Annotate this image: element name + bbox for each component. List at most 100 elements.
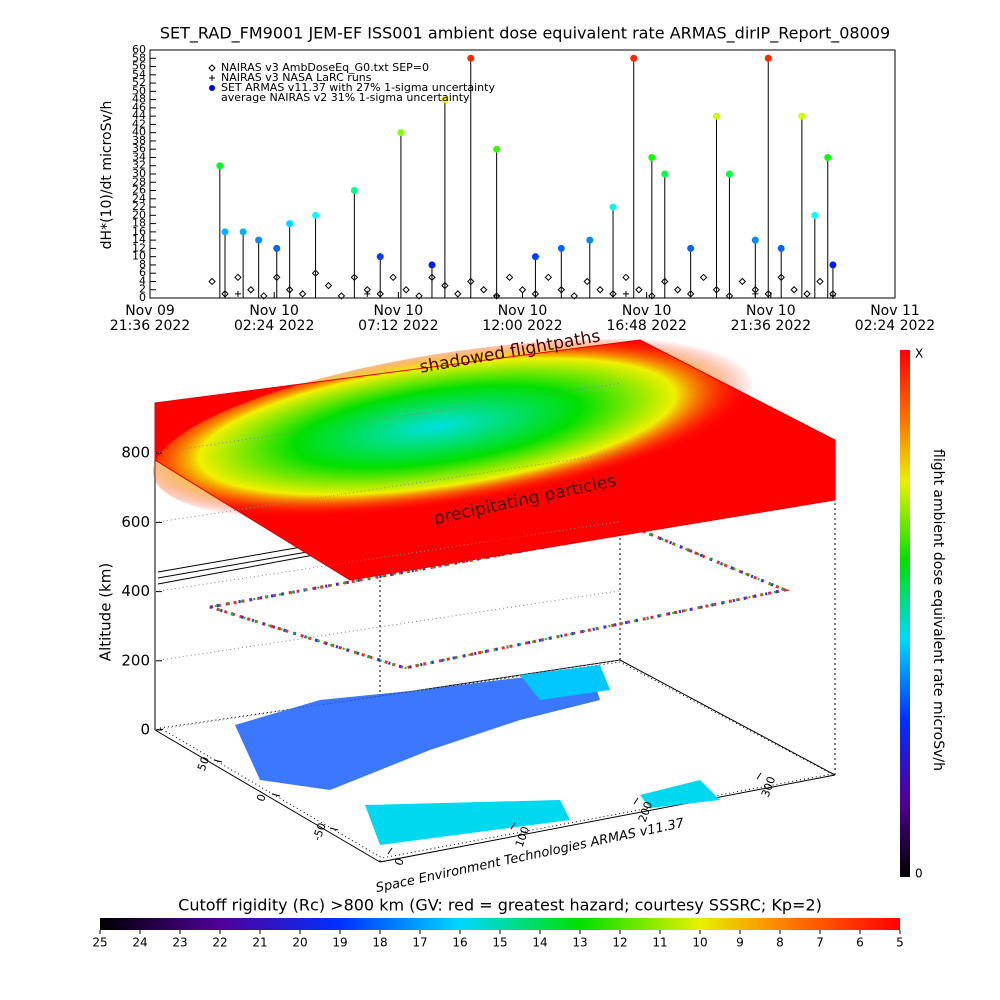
data-point bbox=[415, 292, 423, 300]
colorbar-tick-label: 24 bbox=[132, 936, 147, 950]
data-point bbox=[648, 153, 656, 161]
colorbar-tick-label: 13 bbox=[572, 936, 587, 950]
lat-tick bbox=[329, 827, 339, 831]
data-point bbox=[441, 96, 449, 104]
data-point bbox=[376, 253, 384, 261]
data-point bbox=[364, 290, 371, 297]
y-tick-label: 12 bbox=[132, 241, 146, 254]
data-point bbox=[505, 273, 514, 282]
data-point bbox=[674, 286, 682, 294]
colorbar-title: flight ambient dose equivalent rate micr… bbox=[930, 449, 946, 771]
data-point bbox=[298, 290, 307, 298]
colorbar-tick-label: 17 bbox=[412, 936, 427, 950]
colorbar-title: Cutoff rigidity (Rc) >800 km (GV: red = … bbox=[178, 896, 822, 915]
lat-tick-label: 50 bbox=[195, 755, 212, 773]
dose-colorbar bbox=[900, 350, 910, 877]
data-point bbox=[764, 54, 772, 62]
data-point bbox=[661, 170, 669, 178]
data-point bbox=[255, 236, 263, 244]
data-point bbox=[260, 292, 268, 300]
data-point bbox=[622, 273, 630, 282]
x-tick-label: Nov 09 21:36 2022 bbox=[109, 303, 191, 334]
data-point bbox=[428, 261, 436, 269]
lat-tick-label: -50 bbox=[310, 821, 328, 842]
lat-tick bbox=[213, 759, 223, 763]
colorbar-tick-label: 8 bbox=[776, 936, 784, 950]
data-point bbox=[454, 290, 462, 298]
x-tick-label: Nov 10 16:48 2022 bbox=[606, 303, 687, 334]
data-point bbox=[803, 290, 811, 298]
data-point bbox=[221, 228, 229, 236]
data-point bbox=[402, 286, 410, 294]
colorbar-bottom-label: 0 bbox=[915, 867, 923, 881]
data-point bbox=[635, 286, 643, 294]
y-tick-label: 18 bbox=[132, 217, 146, 230]
colorbar-tick-label: 16 bbox=[452, 936, 467, 950]
z-axis-label: Altitude (km) bbox=[97, 563, 115, 661]
data-point bbox=[713, 112, 721, 120]
colorbar-tick-label: 7 bbox=[816, 936, 824, 950]
data-point bbox=[557, 244, 565, 252]
legend-marker bbox=[209, 85, 215, 91]
y-tick-label: 44 bbox=[132, 109, 146, 122]
y-tick-label: 0 bbox=[139, 291, 146, 304]
y-tick-label: 10 bbox=[132, 250, 146, 263]
dose-slab bbox=[152, 339, 836, 581]
y-tick-label: 46 bbox=[132, 101, 146, 114]
colorbar-tick-label: 14 bbox=[532, 936, 547, 950]
y-tick-label: 8 bbox=[139, 258, 146, 271]
x-tick-label: Nov 10 02:24 2022 bbox=[233, 303, 315, 334]
x-tick-label: Nov 10 21:36 2022 bbox=[730, 303, 812, 334]
data-point bbox=[234, 290, 241, 297]
data-point bbox=[286, 220, 294, 228]
y-tick-label: 50 bbox=[132, 84, 146, 97]
y-tick-label: 52 bbox=[132, 76, 146, 89]
data-point bbox=[531, 253, 539, 261]
data-point bbox=[725, 170, 733, 178]
colorbar-tick-label: 21 bbox=[252, 936, 267, 950]
data-point bbox=[777, 244, 785, 252]
data-point bbox=[234, 273, 242, 282]
colorbar-tick-label: 20 bbox=[292, 936, 307, 950]
data-point bbox=[312, 211, 320, 219]
lon-tick bbox=[756, 772, 762, 780]
x-tick-label: Nov 10 07:12 2022 bbox=[358, 303, 439, 334]
data-point bbox=[596, 286, 604, 294]
colorbar-tick-label: 18 bbox=[372, 936, 387, 950]
data-point bbox=[824, 153, 832, 161]
colorbar-tick-label: 15 bbox=[492, 936, 507, 950]
data-point bbox=[687, 244, 695, 252]
data-point bbox=[493, 145, 501, 153]
data-point bbox=[397, 129, 405, 137]
data-point bbox=[247, 286, 255, 294]
data-point bbox=[725, 292, 734, 300]
legend-marker bbox=[209, 75, 215, 81]
legend-label: NAIRAS v3 AmbDoseEq_G0.txt SEP=0 bbox=[221, 61, 429, 74]
colorbar-tick-label: 12 bbox=[612, 936, 627, 950]
data-point bbox=[570, 292, 578, 300]
colorbar-tick-label: 25 bbox=[92, 936, 107, 950]
y-tick-label: 6 bbox=[139, 266, 146, 279]
colorbar-tick-label: 5 bbox=[896, 936, 904, 950]
data-point bbox=[586, 236, 594, 244]
legend-marker bbox=[208, 64, 216, 72]
map-plane bbox=[158, 661, 834, 859]
data-point bbox=[738, 277, 747, 286]
data-point bbox=[648, 292, 656, 300]
colorbar-tick-label: 22 bbox=[212, 936, 227, 950]
data-point bbox=[239, 228, 247, 236]
legend-label: NAIRAS v3 NASA LaRC runs bbox=[221, 71, 372, 84]
y-tick-label: 2 bbox=[139, 283, 146, 296]
y-tick-label: 16 bbox=[132, 225, 146, 238]
colorbar-tick-label: 10 bbox=[692, 936, 707, 950]
y-tick-label: 34 bbox=[132, 150, 146, 163]
y-tick-label: 54 bbox=[132, 68, 146, 81]
data-point bbox=[216, 162, 224, 170]
y-tick-label: 30 bbox=[132, 167, 146, 180]
legend-label: average NAIRAS v2 31% 1-sigma uncertaint… bbox=[221, 91, 470, 104]
data-point bbox=[208, 277, 216, 286]
y-tick-label: 32 bbox=[132, 159, 146, 172]
y-tick-label: 40 bbox=[132, 126, 146, 139]
